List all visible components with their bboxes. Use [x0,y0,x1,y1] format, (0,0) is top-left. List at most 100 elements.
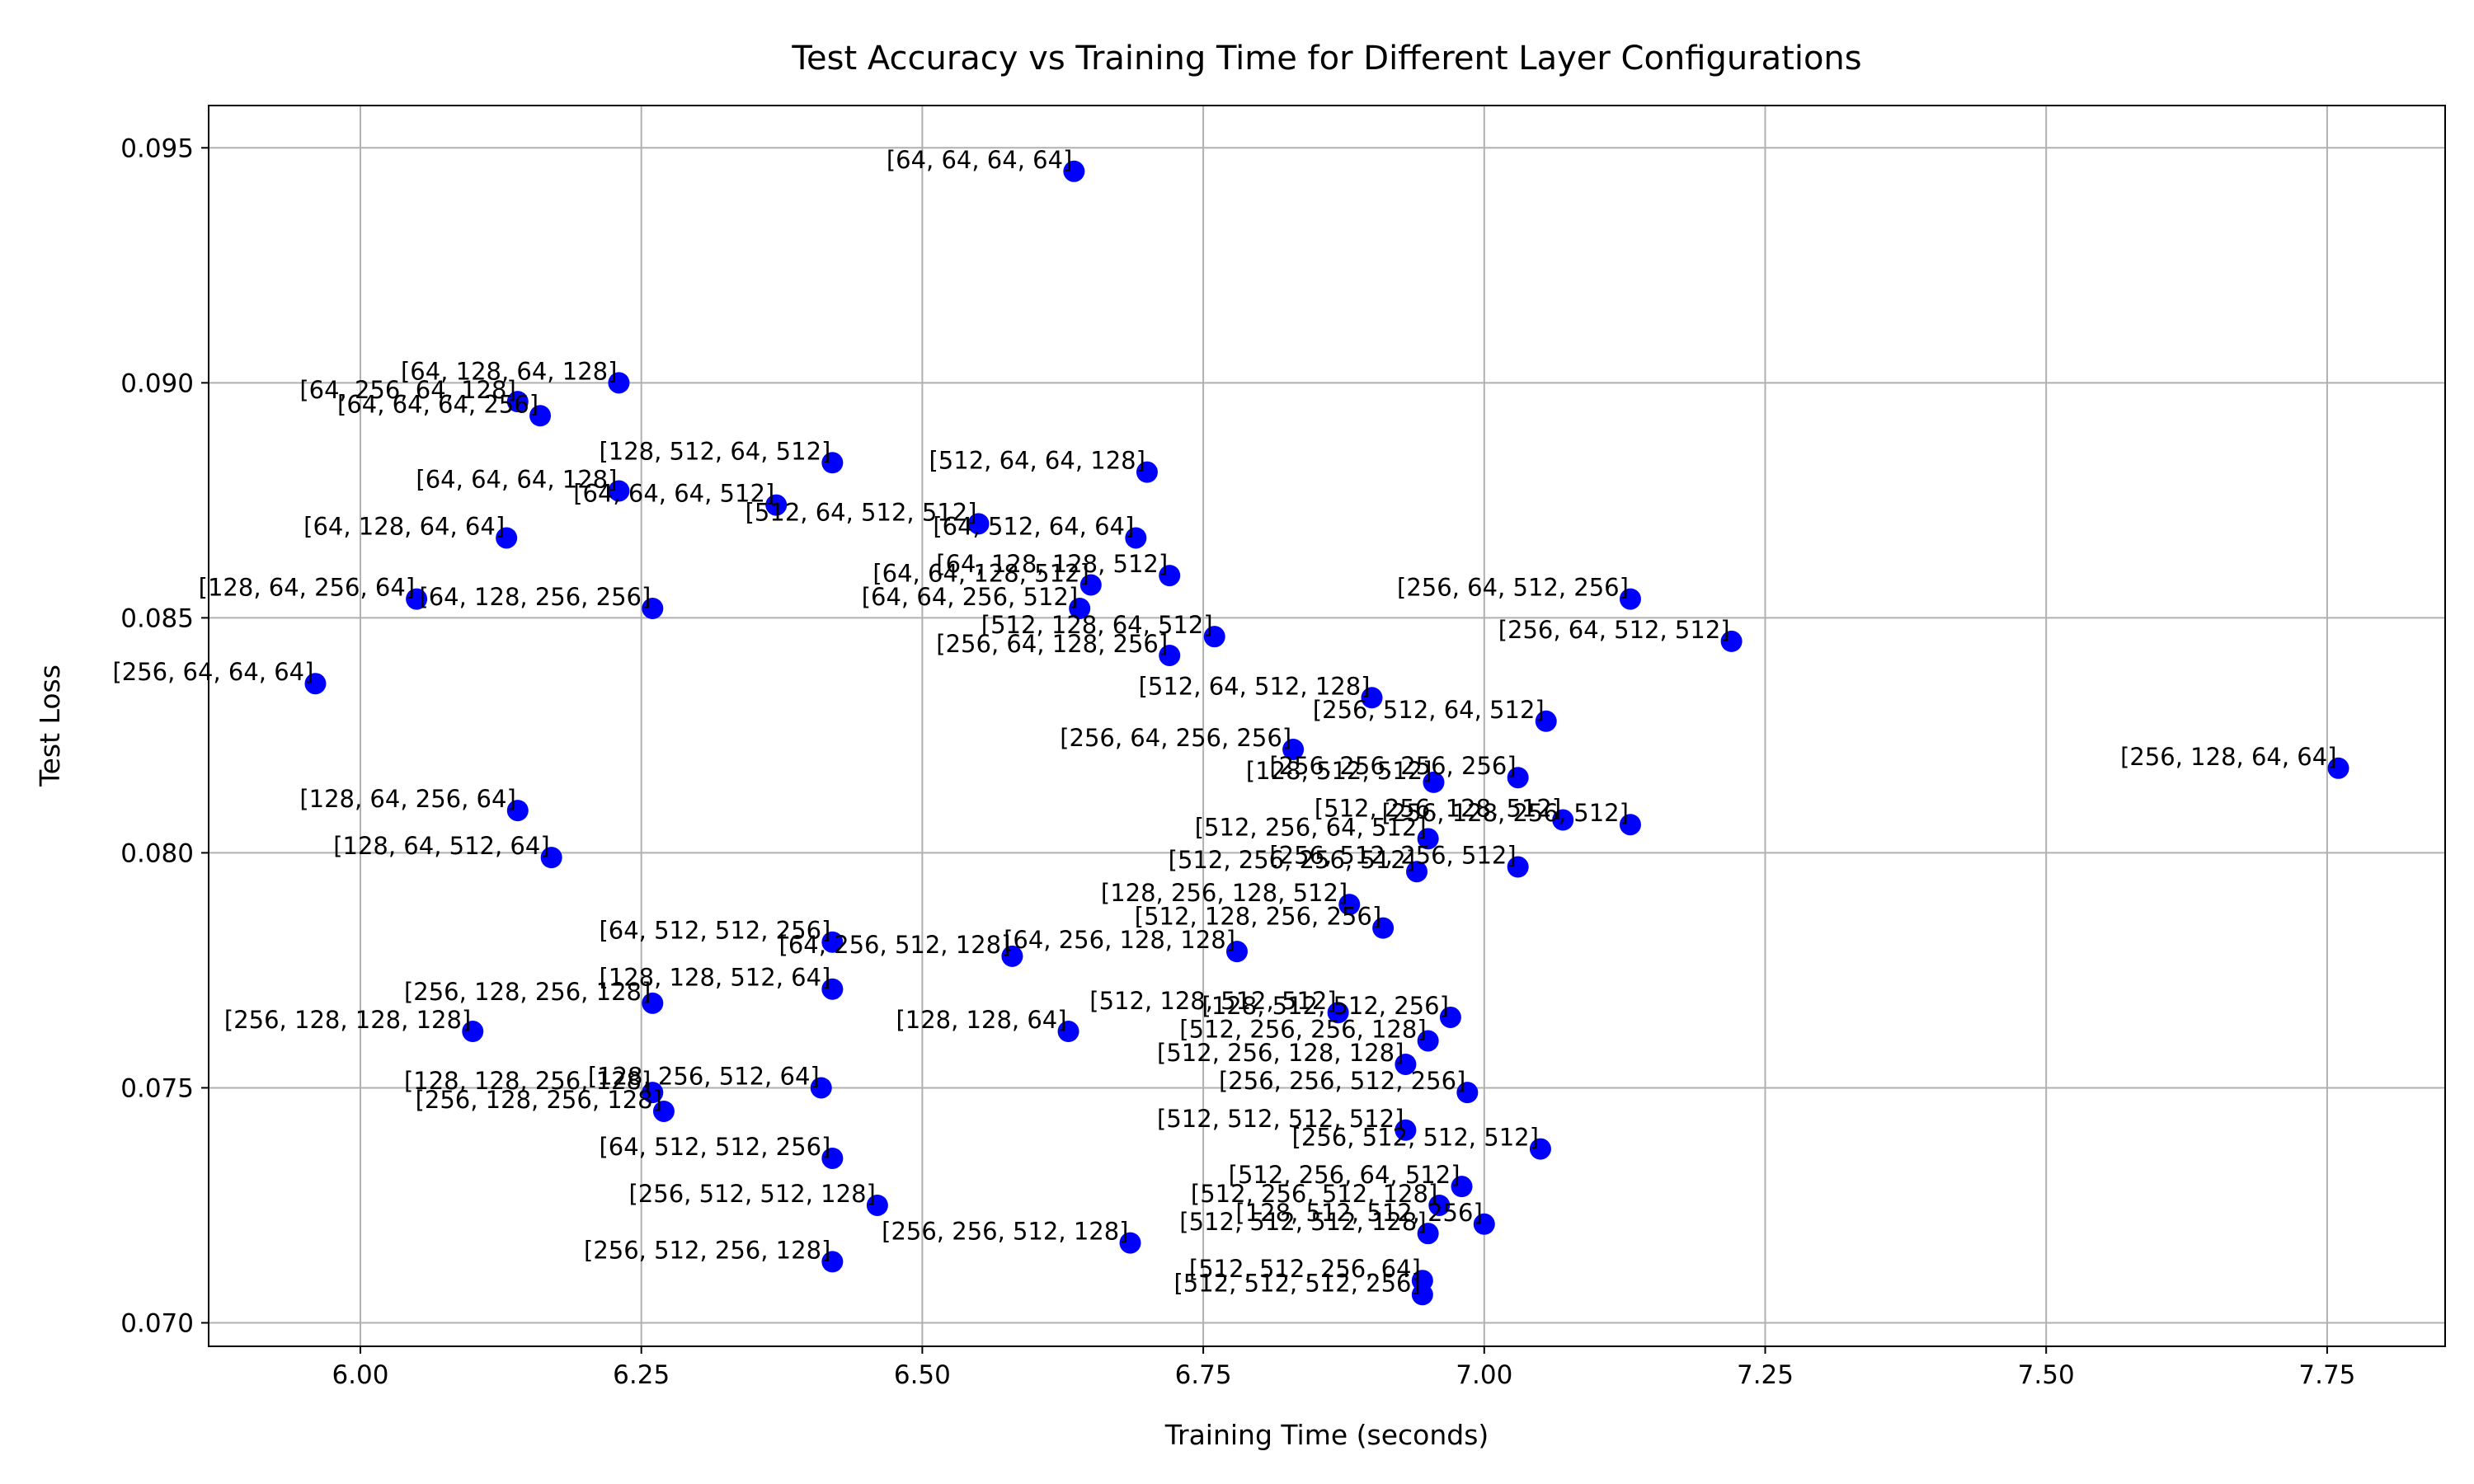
point-label: [128, 512, 512, 256] [1202,992,1449,1020]
data-point [1327,1002,1349,1024]
x-tick-label: 6.50 [894,1360,951,1390]
data-point [821,978,844,1000]
data-point [1451,1176,1473,1198]
point-label: [256, 512, 256, 512] [1269,842,1516,870]
point-label: [512, 256, 256, 512] [1169,846,1415,874]
x-axis-ticks: 6.00 6.25 6.50 6.75 7.00 7.25 7.50 7.75 [332,1346,2355,1390]
y-axis-ticks: 0.070 0.075 0.080 0.085 0.090 0.095 [120,134,209,1338]
x-tick-label: 7.25 [1737,1360,1794,1390]
point-label: [512, 512, 512, 256] [1174,1269,1420,1297]
point-label: [512, 128, 64, 512] [981,611,1213,639]
data-point [506,800,529,822]
point-label: [256, 128, 256, 128] [416,1086,662,1114]
data-point [821,452,844,474]
point-label: [128, 128, 512, 64] [599,964,830,992]
data-point [1372,917,1395,939]
point-label: [64, 64, 256, 512] [862,583,1078,611]
point-label: [128, 256, 512, 64] [588,1062,820,1090]
data-point [1001,945,1023,967]
data-point [1439,1006,1461,1028]
point-label: [128, 512, 512, 256] [1235,1199,1482,1227]
data-point [1417,1030,1439,1052]
point-label: [256, 512, 256, 128] [584,1236,830,1264]
y-tick-label: 0.080 [120,838,194,868]
data-point [1552,809,1574,831]
data-point [496,527,518,549]
x-tick-label: 6.00 [332,1360,388,1390]
data-point [652,1100,675,1122]
data-point [821,1147,844,1169]
data-point [1507,767,1529,789]
point-label: [512, 256, 64, 512] [1195,813,1427,841]
data-point [1428,1194,1451,1216]
data-point [1069,597,1091,619]
data-point [1720,630,1743,652]
point-label: [256, 256, 512, 128] [882,1218,1128,1246]
data-point [1456,1082,1479,1104]
point-label: [512, 512, 512, 512] [1157,1105,1404,1133]
data-point [765,494,788,516]
y-tick-label: 0.095 [120,134,194,163]
data-point [1473,1213,1495,1235]
point-label: [128, 128, 64] [896,1006,1066,1034]
point-label: [64, 512, 64, 64] [933,512,1134,540]
data-point [642,1082,664,1104]
point-label: [256, 64, 512, 256] [1397,574,1629,602]
plot-area-frame [208,105,2446,1347]
grid-lines [209,106,2445,1346]
point-label: [64, 128, 128, 512] [936,550,1168,578]
point-label: [512, 512, 256, 64] [1189,1255,1421,1283]
data-point [1395,1053,1417,1075]
point-label: [128, 64, 256, 64] [199,574,415,602]
data-point [642,597,664,619]
data-point [1159,565,1181,587]
point-label: [128, 512, 64, 512] [599,437,830,465]
data-point [1063,160,1085,182]
data-point [1529,1138,1551,1160]
data-point [608,372,630,394]
data-point [1119,1232,1141,1254]
point-label: [64, 512, 512, 256] [599,917,830,945]
point-label: [512, 512, 512, 128] [1179,1208,1426,1236]
point-label: [256, 512, 512, 128] [629,1180,876,1208]
data-point [821,1251,844,1273]
data-point [1203,626,1225,648]
chart-title: Test Accuracy vs Training Time for Diffe… [791,40,1861,77]
point-label: [512, 256, 128, 512] [1315,795,1561,823]
point-label: [64, 128, 256, 256] [419,583,651,611]
point-label: [128, 64, 256, 64] [299,785,515,813]
data-point [529,405,552,427]
point-label: [64, 64, 64, 256] [337,390,539,418]
data-point [1282,739,1305,761]
point-label: [256, 64, 256, 256] [1060,724,1291,752]
data-point [506,391,529,413]
data-point [1225,941,1248,963]
point-label: [256, 128, 128, 128] [224,1006,471,1034]
point-label: [128, 128, 256, 128] [404,1067,651,1095]
point-label: [512, 256, 512, 128] [1191,1180,1437,1208]
point-label: [256, 512, 64, 512] [1313,696,1545,724]
point-label: [256, 64, 512, 512] [1498,616,1730,644]
point-label: [64, 64, 64, 64] [887,146,1073,174]
data-point [1125,527,1147,549]
point-label: [512, 128, 256, 256] [1135,903,1381,931]
data-point [866,1194,888,1216]
point-label: [64, 64, 64, 128] [416,465,617,493]
point-label: [256, 256, 256, 256] [1269,752,1516,780]
data-point [1406,861,1428,883]
point-label: [64, 64, 128, 512] [872,559,1089,587]
data-point [967,513,990,535]
point-label: [256, 512, 512, 512] [1292,1124,1539,1152]
point-label: [256, 128, 256, 128] [404,978,651,1006]
data-point [1535,710,1557,732]
point-label: [512, 256, 256, 128] [1179,1015,1426,1043]
point-label: [128, 512, 512] [1246,757,1432,785]
data-point [1338,894,1361,916]
data-point [1619,814,1641,836]
data-point [1361,687,1383,709]
data-point [1079,574,1102,596]
point-label: [256, 64, 64, 64] [112,658,313,686]
point-label: [256, 128, 256, 512] [1382,799,1629,827]
x-tick-label: 7.75 [2298,1360,2355,1390]
